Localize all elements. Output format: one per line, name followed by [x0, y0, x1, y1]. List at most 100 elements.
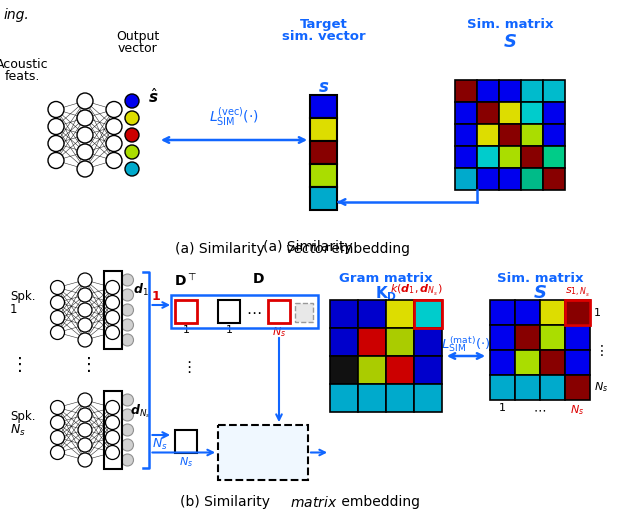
Text: Acoustic: Acoustic [0, 58, 48, 71]
Text: $s_{1,N_s}$: $s_{1,N_s}$ [565, 286, 590, 299]
Circle shape [106, 118, 122, 135]
Text: $N_s$: $N_s$ [594, 381, 608, 395]
Bar [499, 124, 521, 146]
Bar [565, 350, 590, 375]
Bar [565, 325, 590, 350]
Text: sim. vector: sim. vector [281, 30, 365, 43]
Circle shape [105, 431, 120, 445]
Text: Calc.: Calc. [247, 437, 280, 450]
Circle shape [78, 273, 92, 287]
Bar [358, 356, 386, 384]
Circle shape [77, 93, 93, 109]
Circle shape [105, 400, 120, 414]
Bar [175, 430, 197, 453]
Text: Target: Target [299, 18, 347, 31]
Bar [565, 300, 590, 325]
Text: $\hat{\boldsymbol{s}}$: $\hat{\boldsymbol{s}}$ [148, 87, 158, 106]
Circle shape [48, 118, 64, 135]
Bar [175, 300, 197, 323]
Bar [310, 95, 337, 118]
Bar [499, 146, 521, 168]
Circle shape [78, 303, 92, 317]
Bar [521, 146, 543, 168]
Text: embedding: embedding [327, 242, 410, 256]
Bar [543, 124, 565, 146]
Text: feats.: feats. [4, 70, 40, 83]
Bar [543, 80, 565, 102]
Text: vector: vector [118, 42, 158, 55]
Bar [386, 300, 414, 328]
Text: $\mathbf{K}_{\mathbf{D}}$: $\mathbf{K}_{\mathbf{D}}$ [375, 284, 397, 303]
Text: $L_{\mathrm{SIM}}^{(\mathrm{mat})}(\cdot)$: $L_{\mathrm{SIM}}^{(\mathrm{mat})}(\cdot… [441, 335, 491, 354]
Text: $N_s$: $N_s$ [151, 437, 167, 452]
Bar [490, 350, 515, 375]
Circle shape [50, 311, 64, 325]
Bar [499, 168, 521, 190]
Text: $\mathbf{D}$: $\mathbf{D}$ [252, 272, 264, 286]
Bar [565, 300, 590, 325]
Bar [477, 146, 499, 168]
Text: $\vdots$: $\vdots$ [181, 359, 191, 375]
Bar [543, 168, 565, 190]
Text: 1: 1 [10, 303, 17, 316]
Bar [330, 384, 358, 412]
Bar [477, 168, 499, 190]
Bar [414, 328, 442, 356]
Bar [490, 375, 515, 400]
Circle shape [125, 145, 139, 159]
Bar [455, 124, 477, 146]
Text: 1: 1 [499, 403, 506, 413]
Circle shape [122, 289, 133, 301]
Bar [330, 328, 358, 356]
Bar [358, 384, 386, 412]
Circle shape [122, 424, 133, 436]
Circle shape [50, 326, 64, 339]
Circle shape [78, 408, 92, 422]
Circle shape [122, 334, 133, 346]
Bar [171, 295, 318, 328]
Circle shape [78, 333, 92, 347]
Bar [477, 80, 499, 102]
Text: Spk.: Spk. [10, 410, 35, 423]
Text: $N_s$: $N_s$ [179, 455, 193, 469]
Circle shape [50, 295, 64, 310]
Bar [540, 350, 565, 375]
Text: kernel: kernel [242, 450, 283, 463]
Circle shape [50, 400, 64, 414]
Bar [477, 124, 499, 146]
Circle shape [50, 416, 64, 430]
Bar [386, 356, 414, 384]
Circle shape [122, 304, 133, 316]
Circle shape [48, 101, 64, 117]
Circle shape [122, 454, 133, 466]
Bar [521, 80, 543, 102]
Circle shape [105, 326, 120, 339]
Text: (b) Similarity: (b) Similarity [180, 495, 275, 509]
Bar [414, 356, 442, 384]
Text: $\boldsymbol{S}$: $\boldsymbol{S}$ [503, 33, 517, 51]
Bar [414, 384, 442, 412]
Circle shape [122, 394, 133, 406]
Bar [330, 356, 358, 384]
Bar [358, 328, 386, 356]
Bar [477, 102, 499, 124]
Bar [455, 146, 477, 168]
Circle shape [122, 274, 133, 286]
Circle shape [125, 111, 139, 125]
Bar [414, 300, 442, 328]
Circle shape [106, 136, 122, 151]
Bar [515, 325, 540, 350]
Circle shape [78, 393, 92, 407]
Circle shape [78, 438, 92, 452]
Circle shape [77, 144, 93, 160]
Text: $N_s$: $N_s$ [10, 423, 25, 438]
Circle shape [78, 288, 92, 302]
Circle shape [78, 318, 92, 332]
Bar [565, 375, 590, 400]
Bar [104, 391, 122, 469]
Text: $\boldsymbol{d}_{N_s}$: $\boldsymbol{d}_{N_s}$ [130, 402, 151, 420]
Bar [310, 141, 337, 164]
Bar [358, 300, 386, 328]
Bar [499, 80, 521, 102]
Circle shape [125, 162, 139, 176]
